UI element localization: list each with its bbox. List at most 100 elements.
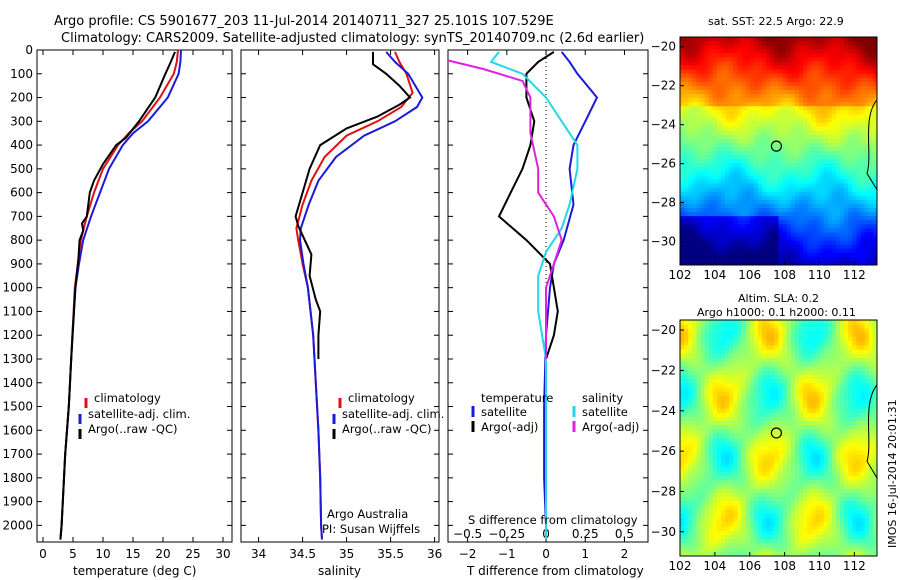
- heatmap-cell: [774, 89, 780, 95]
- heatmap-cell: [700, 175, 706, 181]
- heatmap-cell: [868, 85, 874, 91]
- heatmap-cell: [725, 345, 730, 351]
- heatmap-cell: [684, 404, 689, 410]
- heatmap-cell: [848, 134, 853, 140]
- heatmap-cell: [794, 53, 800, 58]
- heatmap-cell: [778, 454, 784, 460]
- heatmap-cell: [712, 53, 718, 58]
- heatmap-cell: [757, 408, 763, 414]
- heatmap-cell: [778, 102, 784, 107]
- heatmap-cell: [782, 416, 788, 422]
- heatmap-cell: [799, 81, 804, 87]
- heatmap-cell: [696, 118, 702, 124]
- heatmap-cell: [716, 534, 722, 540]
- heatmap-cell: [737, 98, 743, 103]
- heatmap-cell: [823, 539, 829, 544]
- heatmap-cell: [794, 57, 800, 63]
- heatmap-cell: [680, 98, 685, 103]
- heatmap-cell: [708, 212, 714, 217]
- heatmap-cell: [778, 526, 784, 532]
- heatmap-cell: [852, 130, 858, 136]
- heatmap-cell: [790, 454, 796, 460]
- heatmap-cell: [684, 53, 689, 58]
- heatmap-cell: [819, 530, 825, 536]
- heatmap-cell: [688, 175, 693, 181]
- heatmap-cell: [712, 118, 718, 124]
- heatmap-cell: [729, 220, 734, 225]
- heatmap-cell: [819, 429, 825, 435]
- heatmap-cell: [704, 467, 710, 473]
- heatmap-cell: [745, 216, 751, 221]
- heatmap-cell: [774, 85, 780, 91]
- heatmap-cell: [823, 224, 829, 229]
- heatmap-cell: [729, 539, 734, 544]
- heatmap-cell: [745, 220, 751, 225]
- heatmap-cell: [688, 77, 693, 83]
- heatmap-cell: [782, 244, 788, 250]
- heatmap-cells: [680, 320, 877, 556]
- heatmap-cell: [737, 167, 743, 172]
- heatmap-cell: [749, 244, 755, 250]
- heatmap-cell: [811, 244, 817, 250]
- heatmap-cell: [852, 85, 858, 91]
- heatmap-cell: [819, 387, 825, 393]
- heatmap-cell: [741, 260, 747, 265]
- heatmap-cell: [729, 114, 734, 120]
- heatmap-cell: [794, 77, 800, 83]
- heatmap-cell: [745, 353, 751, 359]
- heatmap-cell: [725, 433, 730, 439]
- heatmap-cell: [831, 252, 837, 258]
- heatmap-cell: [733, 122, 739, 128]
- heatmap-cell: [733, 484, 739, 490]
- heatmap-cell: [868, 187, 874, 193]
- heatmap-cell: [811, 187, 817, 193]
- heatmap-cell: [749, 475, 755, 481]
- heatmap-cell: [831, 130, 837, 136]
- heatmap-cell: [712, 163, 718, 168]
- heatmap-cell: [733, 256, 739, 262]
- heatmap-cell: [835, 224, 841, 229]
- heatmap-cell: [712, 77, 718, 83]
- heatmap-cell: [753, 526, 759, 532]
- heatmap-cell: [704, 45, 710, 50]
- heatmap-cell: [860, 155, 866, 160]
- heatmap-cell: [811, 69, 817, 75]
- heatmap-cell: [716, 134, 722, 140]
- heatmap-cell: [729, 248, 734, 254]
- heatmap-cell: [815, 134, 821, 140]
- heatmap-cell: [696, 480, 702, 485]
- heatmap-cell: [770, 480, 775, 485]
- heatmap-cell: [864, 57, 870, 63]
- heatmap-cell: [737, 236, 743, 242]
- heatmap-cell: [823, 163, 829, 168]
- heatmap-cell: [823, 471, 829, 477]
- heatmap-cell: [823, 475, 829, 481]
- heatmap-cell: [733, 341, 739, 346]
- heatmap-cell: [692, 336, 698, 342]
- heatmap-cell: [852, 159, 858, 164]
- heatmap-cell: [868, 171, 874, 177]
- heatmap-cell: [770, 530, 775, 536]
- heatmap-cell: [688, 94, 693, 99]
- heatmap-cell: [733, 400, 739, 405]
- heatmap-cell: [872, 224, 877, 229]
- heatmap-cell: [803, 488, 808, 494]
- heatmap-cell: [762, 208, 767, 213]
- heatmap-cell: [704, 353, 710, 359]
- heatmap-cell: [704, 551, 710, 556]
- heatmap-cell: [696, 260, 702, 265]
- heatmap-cell: [766, 57, 771, 63]
- heatmap-cell: [823, 416, 829, 422]
- heatmap-cell: [700, 179, 706, 185]
- heatmap-cell: [778, 551, 784, 556]
- heatmap-cell: [807, 324, 812, 330]
- heatmap-cell: [815, 509, 821, 515]
- heatmap-cell: [696, 475, 702, 481]
- heatmap-cell: [848, 57, 853, 63]
- heatmap-cell: [835, 146, 841, 152]
- heatmap-cell: [762, 130, 767, 136]
- heatmap-cell: [737, 475, 743, 481]
- heatmap-cell: [721, 159, 726, 164]
- heatmap-cell: [757, 539, 763, 544]
- heatmap-cell: [692, 232, 698, 238]
